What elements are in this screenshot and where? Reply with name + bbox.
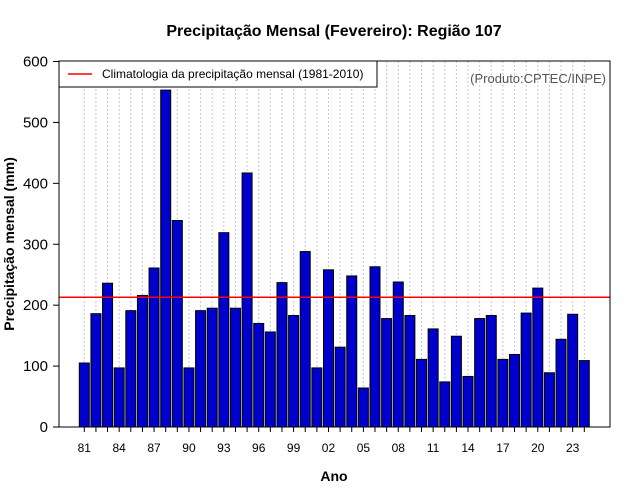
bar-1994	[229, 307, 241, 428]
bar-2007	[381, 318, 393, 428]
x-tick-label: 08	[392, 441, 406, 455]
bar-1995	[241, 172, 253, 428]
bar-1998	[276, 282, 288, 428]
y-tick-label: 400	[23, 175, 48, 192]
bar-2003	[334, 346, 346, 428]
bar-1999	[288, 315, 300, 428]
x-tick-label: 87	[147, 441, 161, 455]
bar-1981	[78, 362, 90, 428]
bar-2020	[532, 287, 544, 428]
y-tick-label: 300	[23, 236, 48, 253]
x-tick-label: 20	[531, 441, 545, 455]
bar-2024	[578, 360, 590, 428]
bar-1986	[136, 294, 148, 428]
legend: Climatologia da precipitação mensal (198…	[58, 60, 378, 88]
x-tick-label: 84	[113, 441, 127, 455]
bar-1983	[102, 282, 114, 428]
x-tick-label: 05	[357, 441, 371, 455]
bar-2009	[404, 315, 416, 428]
bar-1982	[90, 313, 102, 428]
bar-1989	[171, 219, 183, 428]
bar-2013	[450, 335, 462, 428]
bar-2011	[427, 328, 439, 428]
bar-1996	[253, 322, 265, 428]
bar-2008	[392, 281, 404, 428]
x-tick-label: 99	[287, 441, 301, 455]
bar-2000	[299, 251, 311, 428]
bar-2018	[509, 354, 521, 428]
x-axis: 81 84 87 90 93 96 99 02 05 08 11 14 17 20 23	[78, 427, 585, 455]
bar-2010	[416, 358, 428, 428]
bar-1984	[113, 367, 125, 428]
x-tick-label: 96	[252, 441, 266, 455]
y-axis-label: Precipitação mensal (mm)	[1, 157, 17, 331]
bar-2006	[369, 266, 381, 428]
x-tick-label: 14	[461, 441, 475, 455]
bar-2019	[520, 312, 532, 428]
bar-2001	[311, 367, 323, 428]
bar-2004	[346, 275, 358, 428]
x-tick-label: 11	[427, 441, 440, 455]
bar-1985	[125, 310, 137, 428]
bar-2021	[543, 372, 555, 428]
source-credit: (Produto:CPTEC/INPE)	[470, 71, 606, 86]
legend-box	[58, 60, 378, 88]
bar-1987	[148, 267, 160, 428]
bar-1993	[218, 232, 230, 428]
legend-label: Climatologia da precipitação mensal (198…	[102, 67, 363, 81]
x-tick-label: 02	[322, 441, 336, 455]
bar-2022	[555, 338, 567, 428]
bar-2014	[462, 375, 474, 428]
y-axis: 0 100 200 300 400 500 600	[23, 54, 59, 436]
y-tick-label: 100	[23, 358, 48, 375]
chart-title: Precipitação Mensal (Fevereiro): Região …	[166, 23, 501, 40]
bars	[78, 89, 590, 428]
bar-2023	[567, 313, 579, 428]
bar-2005	[357, 387, 369, 428]
bar-1991	[195, 310, 207, 428]
x-tick-label: 81	[78, 441, 92, 455]
bar-2017	[497, 358, 509, 428]
x-tick-label: 17	[496, 441, 510, 455]
x-tick-label: 90	[182, 441, 196, 455]
bar-2002	[322, 269, 334, 428]
bar-1997	[264, 331, 276, 428]
y-tick-label: 500	[23, 114, 48, 131]
x-tick-label: 23	[566, 441, 580, 455]
bar-2012	[439, 381, 451, 428]
bar-1988	[160, 89, 172, 428]
bar-2016	[485, 315, 497, 428]
x-tick-label: 93	[217, 441, 231, 455]
y-tick-label: 200	[23, 297, 48, 314]
bar-1990	[183, 367, 195, 428]
y-tick-label: 0	[40, 419, 48, 436]
bar-1992	[206, 307, 218, 428]
y-tick-label: 600	[23, 54, 48, 71]
bar-2015	[474, 318, 486, 428]
x-axis-label: Ano	[320, 468, 347, 484]
